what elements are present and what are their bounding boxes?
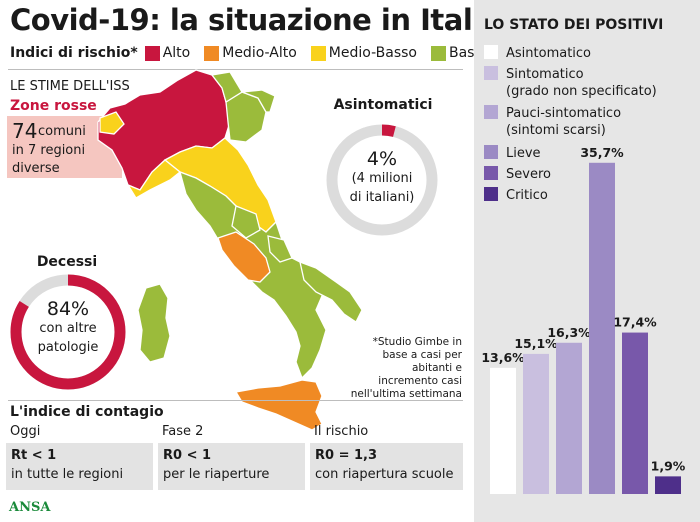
positivi-title: LO STATO DEI POSITIVI [484, 17, 664, 33]
decessi-title: Decessi [36, 254, 98, 270]
contagio-col-oggi-header: Oggi [10, 424, 41, 439]
iss-heading: LE STIME DELL'ISS [10, 79, 130, 94]
positivi-legend-item-pauci: Pauci-sintomatico (sintomi scarsi) [484, 105, 621, 139]
positivi-legend-severo: Severo [506, 167, 551, 182]
asintomatici-text: 4% (4 milioni di italiani) [322, 150, 442, 207]
contagio-fase2-sub: per le riaperture [163, 467, 270, 482]
positivi-swatch-severo [484, 166, 498, 180]
legend-swatch-medio-alto [204, 45, 220, 61]
region-puglia [299, 260, 363, 323]
positivi-legend-item-severo: Severo [484, 166, 551, 183]
region-valle-aosta [99, 111, 125, 135]
page-title: Covid-19: la situazione in Italia [10, 3, 501, 37]
contagio-col-fase2-header: Fase 2 [162, 424, 204, 439]
legend-swatch-alto [144, 45, 160, 61]
legend-swatch-medio-basso [310, 45, 326, 61]
decessi-value: 84% [46, 298, 90, 320]
positivi-legend-pauci: Pauci-sintomatico [506, 106, 622, 121]
legend-label-alto: Alto [162, 45, 191, 61]
positivi-swatch-lieve [484, 145, 498, 159]
legend-swatch-basso [430, 45, 446, 61]
asintomatici-donut-arc [326, 124, 438, 236]
ansa-logo: ANSA [9, 500, 51, 515]
decessi-line2: patologie [37, 340, 99, 355]
risk-legend-label: Indici di rischio* [10, 45, 138, 61]
asintomatici-line1: (4 milioni [351, 171, 413, 186]
bar-value-label-1: 15,1% [514, 336, 558, 351]
positivi-swatch-pauci [484, 105, 498, 119]
positivi-legend-pauci-sub: (sintomi scarsi) [506, 123, 606, 138]
positivi-bar-chart: 13,6%15,1%16,3% 35,7% 17,4% 1,9% [481, 145, 686, 495]
asintomatici-line2: di italiani) [349, 190, 415, 205]
contagio-box-oggi: Rt < 1 in tutte le regioni [6, 443, 153, 490]
contagio-oggi-sub: in tutte le regioni [11, 467, 124, 482]
contagio-col-rischio-header: Il rischio [314, 424, 369, 439]
region-sardegna [137, 283, 171, 363]
asintomatici-donut [326, 124, 438, 236]
zone-rosse-text-1: comuni [38, 124, 86, 139]
bar-2 [556, 342, 582, 494]
risk-legend: Indici di rischio* Alto Medio-Alto Medio… [10, 45, 490, 61]
decessi-text: 84% con altre patologie [8, 300, 128, 357]
italy-map [97, 69, 363, 431]
positivi-legend-item-asintomatico: Asintomatico [484, 45, 591, 62]
bar-1 [523, 353, 549, 494]
gimbe-note: *Studio Gimbe in base a casi per abitant… [350, 336, 462, 400]
bar-value-label-2: 16,3% [547, 325, 591, 340]
decessi-donut-arc [10, 274, 126, 390]
region-sicilia [234, 379, 323, 431]
region-trentino [210, 71, 243, 104]
contagio-oggi-value: Rt < 1 [11, 448, 57, 463]
asintomatici-value: 4% [366, 148, 398, 170]
zone-rosse-title: Zone rosse [10, 98, 97, 114]
positivi-legend-item-critico: Critico [484, 187, 548, 204]
positivi-legend-item-lieve: Lieve [484, 145, 541, 162]
decessi-line1: con altre [39, 321, 97, 336]
decessi-donut [10, 274, 126, 390]
zone-rosse-number: 74 [12, 119, 38, 143]
region-friuli [241, 89, 276, 113]
positivi-swatch-critico [484, 187, 498, 201]
contagio-fase2-value: R0 < 1 [163, 448, 212, 463]
bar-value-label-3: 35,7% [580, 145, 624, 160]
region-lazio [217, 231, 271, 283]
positivi-legend-sintomatico-sub: (grado non specificato) [506, 84, 657, 99]
legend-label-medio-basso: Medio-Basso [328, 45, 417, 61]
positivi-swatch-sintomatico [484, 66, 498, 80]
positivi-legend-asintomatico: Asintomatico [506, 46, 592, 61]
header-divider [8, 69, 463, 70]
positivi-swatch-asintomatico [484, 45, 498, 59]
bar-value-label-0: 13,6% [481, 350, 525, 365]
region-abruzzo [267, 235, 293, 263]
bar-4 [622, 332, 648, 494]
bar-value-label-4: 17,4% [613, 315, 657, 330]
contagio-title: L'indice di contagio [10, 404, 164, 420]
bar-value-label-5: 1,9% [651, 458, 686, 473]
contagio-box-rischio: R0 = 1,3 con riapertura scuole [310, 443, 463, 490]
asintomatici-title: Asintomatici [333, 97, 433, 113]
positivi-legend-sintomatico: Sintomatico [506, 67, 584, 82]
contagio-box-fase2: R0 < 1 per le riaperture [158, 443, 305, 490]
region-umbria [231, 205, 261, 239]
bar-0 [490, 367, 516, 494]
contagio-rischio-sub: con riapertura scuole [315, 467, 454, 482]
positivi-legend-item-sintomatico: Sintomatico (grado non specificato) [484, 66, 657, 100]
contagio-divider [8, 400, 463, 401]
positivi-legend-lieve: Lieve [506, 146, 541, 161]
positivi-legend-critico: Critico [506, 188, 548, 203]
legend-label-medio-alto: Medio-Alto [222, 45, 297, 61]
bar-5 [655, 476, 681, 494]
contagio-rischio-value: R0 = 1,3 [315, 448, 378, 463]
bar-3 [589, 162, 615, 495]
zone-rosse-text-2: in 7 regioni diverse [12, 143, 86, 176]
